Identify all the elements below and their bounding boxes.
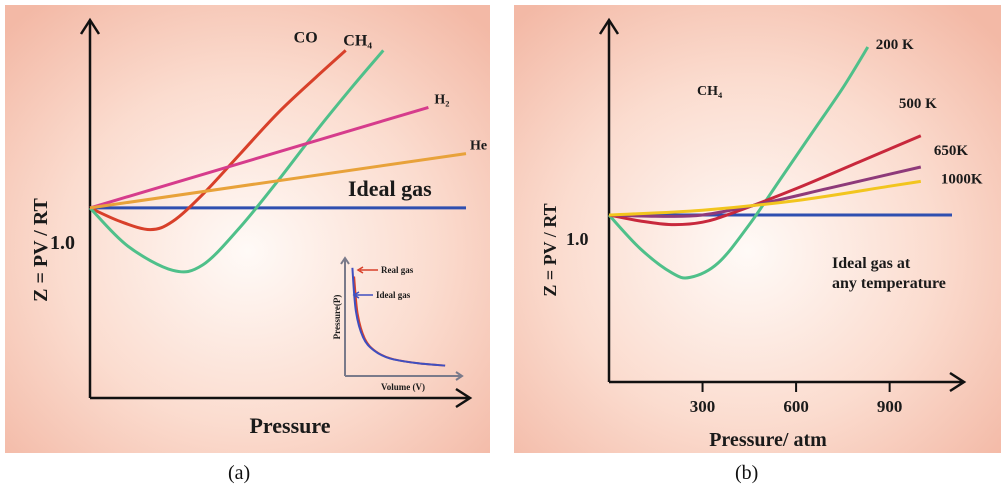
chart-b-x-tick-label: 600 [783, 397, 809, 416]
chart-a-series-he-line [89, 152, 467, 210]
chart-a-svg: Ideal gas CO CH₄ H₂ He Real gas Ideal gas Volu… [5, 5, 490, 453]
chart-a-series-co-label: CO [294, 29, 318, 46]
chart-b-series-200-k-label: 200 K [876, 37, 914, 53]
chart-b-series-650k-label: 650K [934, 143, 969, 159]
chart-b-x-axis-label: Pressure/ atm [709, 429, 827, 451]
inset-real-gas-arrowhead [356, 266, 364, 274]
chart-b-svg: 300 600 900 200 K 500 K 650K 1000K CH₄ Pressur… [514, 5, 1001, 453]
chart-a-x-axis-label: Pressure [249, 413, 330, 438]
chart-b-x-tick-label: 300 [690, 397, 716, 416]
chart-b-y-axis-arrow [598, 17, 620, 35]
chart-a-series-co-line [89, 49, 347, 232]
chart-b-background [514, 5, 1001, 453]
chart-a-x-axis-arrow [455, 387, 473, 409]
inset-x-axis-arrow [455, 371, 464, 381]
chart-b-x-axis-arrow [949, 371, 967, 393]
chart-panel-a: Ideal gas CO CH₄ H₂ He Real gas Ideal gas Volu… [0, 0, 495, 460]
inset-x-axis-label: Volume (V) [381, 382, 425, 392]
chart-b-title: CH₄ [697, 84, 723, 99]
chart-b-y-reference-label: 1.0 [566, 229, 589, 249]
panel-a-caption: (a) [228, 462, 251, 484]
chart-b-series-500-k-line [608, 134, 922, 227]
chart-a-series-he-label: He [470, 139, 487, 154]
chart-b-y-axis-label: Z = PV / RT [540, 203, 560, 296]
chart-b-annotation-line-1: Ideal gas at [832, 255, 911, 272]
chart-a-series-ideal-gas-label: Ideal gas [348, 176, 432, 201]
chart-a-background [5, 5, 490, 453]
inset-real-gas-label: Real gas [381, 265, 414, 275]
chart-b-series-1000k-label: 1000K [941, 171, 983, 187]
chart-b-series-200-k-line [607, 46, 870, 280]
inset-series-ideal-gas-curve [351, 267, 446, 367]
inset-y-axis-arrow [340, 256, 350, 265]
inset-ideal-gas-arrowhead [352, 291, 360, 299]
panel-b-caption: (b) [735, 462, 759, 484]
chart-a-series-ch-line [88, 49, 385, 274]
inset-ideal-gas-label: Ideal gas [376, 290, 411, 300]
chart-a-y-axis-label: Z = PV / RT [30, 198, 52, 302]
chart-b-annotation-line-2: any temperature [832, 275, 946, 292]
chart-b-series-1000k-line [608, 179, 922, 217]
inset-y-axis-label: Pressure(P) [332, 295, 342, 340]
chart-b-series-500-k-label: 500 K [899, 96, 937, 112]
chart-a-y-axis-arrow [79, 17, 101, 35]
chart-a-y-reference-label: 1.0 [50, 232, 75, 254]
chart-b-x-tick-label: 900 [877, 397, 903, 416]
chart-panel-b: 300 600 900 200 K 500 K 650K 1000K CH₄ Pressur… [512, 0, 1003, 460]
chart-a-series-h-label: H₂ [434, 92, 449, 107]
chart-a-series-ch-label: CH₄ [343, 32, 372, 49]
chart-a-series-h-line [89, 105, 429, 210]
